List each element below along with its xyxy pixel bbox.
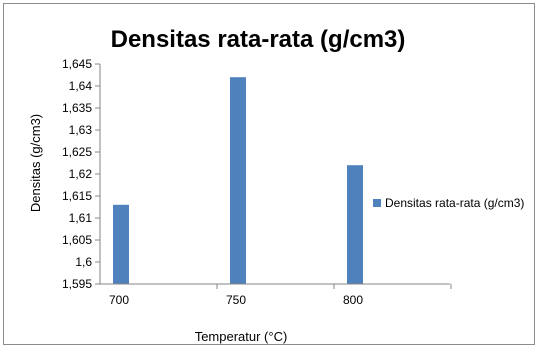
bar [347, 165, 363, 284]
y-axis-title: Densitas (g/cm3) [28, 114, 43, 212]
x-tick-label: 800 [343, 293, 363, 307]
y-tick-label: 1,62 [69, 167, 93, 181]
y-tick-label: 1,64 [69, 79, 93, 93]
y-tick-label: 1,61 [69, 211, 93, 225]
x-tick-label: 700 [109, 293, 129, 307]
bar [230, 77, 246, 284]
y-tick-label: 1,605 [62, 233, 92, 247]
legend-label: Densitas rata-rata (g/cm3) [385, 196, 524, 210]
y-tick-label: 1,625 [62, 145, 92, 159]
x-tick-label: 750 [226, 293, 246, 307]
legend-swatch [373, 199, 381, 207]
y-tick-label: 1,635 [62, 101, 92, 115]
legend: Densitas rata-rata (g/cm3) [373, 196, 524, 210]
y-tick-label: 1,615 [62, 189, 92, 203]
bar [113, 204, 129, 284]
y-axis-ticks: 1,595 1,6 1,605 1,61 1,615 1,62 1,625 1,63 1,635… [62, 57, 100, 291]
x-axis-ticks: 700 750 800 [109, 284, 452, 307]
chart-frame [3, 3, 535, 345]
y-tick-label: 1,63 [69, 123, 93, 137]
chart-title: Densitas rata-rata (g/cm3) [111, 26, 406, 53]
x-axis-title: Temperatur (°C) [195, 329, 288, 344]
bars [113, 77, 363, 284]
y-tick-label: 1,6 [75, 255, 92, 269]
y-tick-label: 1,595 [62, 277, 92, 291]
y-tick-label: 1,645 [62, 57, 92, 71]
